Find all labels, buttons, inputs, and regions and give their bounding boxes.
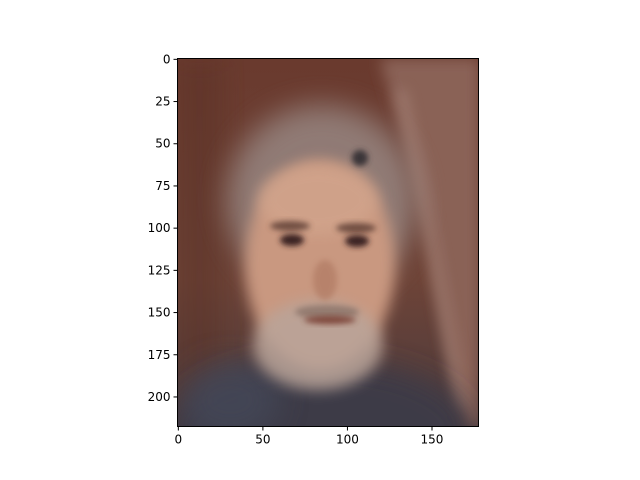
face-image <box>177 58 479 427</box>
y-tick-label: 200 <box>148 390 171 404</box>
curtain-fold <box>395 88 467 411</box>
y-tick-label: 75 <box>155 179 170 193</box>
x-tick-label: 50 <box>255 433 270 447</box>
y-tick-label: 0 <box>163 52 171 66</box>
nose <box>313 260 337 300</box>
hair-spot <box>352 150 368 166</box>
y-tick-label: 50 <box>155 137 170 151</box>
x-tick-label: 100 <box>336 433 359 447</box>
left-shoulder <box>180 360 280 427</box>
forehead <box>258 165 378 235</box>
lips <box>304 316 356 324</box>
right-eyebrow <box>336 223 376 233</box>
left-eye <box>280 234 304 246</box>
left-eyebrow <box>270 221 310 231</box>
y-tick-label: 150 <box>148 306 171 320</box>
x-tick-label: 0 <box>175 433 183 447</box>
y-tick-label: 100 <box>148 221 171 235</box>
mustache <box>295 305 359 319</box>
x-axis: 0 50 100 150 <box>175 426 444 447</box>
axes-frame <box>177 58 479 427</box>
beard <box>253 300 383 390</box>
y-tick-label: 25 <box>155 95 170 109</box>
y-axis: 0 25 50 75 100 125 150 175 200 <box>148 52 178 404</box>
y-tick-label: 125 <box>148 263 171 277</box>
right-eye <box>345 235 369 247</box>
y-tick-label: 175 <box>148 348 171 362</box>
x-tick-label: 150 <box>421 433 444 447</box>
